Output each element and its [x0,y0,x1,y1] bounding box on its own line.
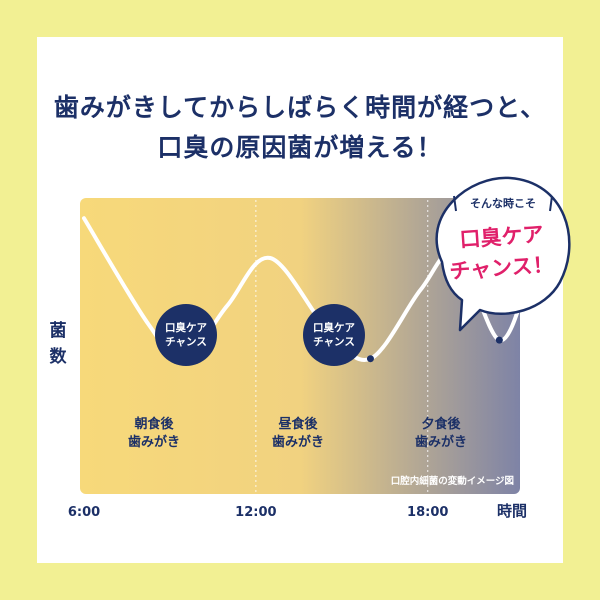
annotation-lunch-line2: 歯みがき [272,434,324,450]
x-tick-label-1: 6:00 [68,505,100,520]
min-point-3 [495,336,503,344]
y-axis-label-char-1: 菌 [50,321,67,341]
care-badge-1: 口臭ケア チャンス [155,304,217,366]
annotation-breakfast-line1: 朝食後 [134,416,174,432]
annotation-breakfast-line2: 歯みがき [128,434,180,450]
plot-area [80,198,520,494]
x-tick-label-3: 18:00 [407,505,448,520]
callout-small-text: そんな時こそ [470,196,536,210]
care-badge-2-line2: チャンス [313,336,355,348]
care-badge-2: 口臭ケア チャンス [303,304,365,366]
care-badge-2-line1: 口臭ケア [313,321,355,334]
y-axis-label-char-2: 数 [50,346,68,367]
annotation-dinner-line1: 夕食後 [421,416,461,432]
x-axis-label: 時間 [497,502,527,520]
annotation-dinner-line2: 歯みがき [415,434,467,450]
headline-line-1: 歯みがきしてからしばらく時間が経つと、 [53,93,547,122]
min-point-2 [366,355,374,363]
x-tick-label-2: 12:00 [235,505,276,520]
callout-big-line1: 口臭ケア [459,222,544,252]
chart-note: 口腔内細菌の変動イメージ図 [391,475,514,487]
care-badge-1-line1: 口臭ケア [165,321,207,334]
headline-line-2: 口臭の原因菌が増える！ [157,133,443,162]
annotation-lunch-line1: 昼食後 [278,416,318,432]
callout-bubble: そんな時こそ 口臭ケア チャンス！ [435,176,571,332]
callout-tick-left [453,195,457,212]
care-badge-1-line2: チャンス [165,336,207,348]
callout-tick-right [549,195,553,212]
